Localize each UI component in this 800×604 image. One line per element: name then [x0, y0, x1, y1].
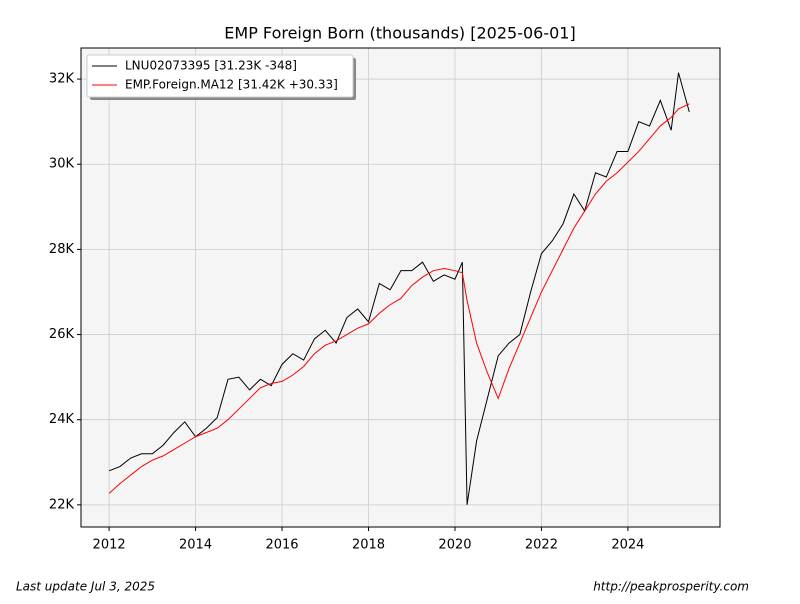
y-tick-label: 28K	[49, 242, 75, 257]
x-tick-label: 2024	[611, 538, 644, 553]
plot-frame	[80, 47, 721, 528]
x-tick-label: 2020	[438, 538, 471, 553]
series-line	[108, 103, 690, 494]
footer-right: http://peakprosperity.com	[593, 580, 749, 594]
legend-label: LNU02073395 [31.23K -348]	[125, 59, 297, 73]
y-tick-label: 24K	[49, 412, 75, 427]
legend-box	[86, 54, 354, 98]
series-line	[108, 72, 690, 505]
y-tick-label: 30K	[49, 157, 75, 172]
x-tick-label: 2016	[265, 538, 298, 553]
legend-label: EMP.Foreign.MA12 [31.42K +30.33]	[125, 78, 338, 92]
footer-left: Last update Jul 3, 2025	[16, 580, 155, 594]
x-tick-label: 2022	[525, 538, 558, 553]
chart-title: EMP Foreign Born (thousands) [2025-06-01…	[224, 24, 575, 43]
y-tick-label: 26K	[49, 327, 75, 342]
plot-background	[81, 48, 720, 527]
y-tick-label: 32K	[49, 72, 75, 87]
x-tick-label: 2014	[179, 538, 212, 553]
x-tick-label: 2012	[93, 538, 126, 553]
x-tick-label: 2018	[352, 538, 385, 553]
y-tick-label: 22K	[49, 497, 75, 512]
